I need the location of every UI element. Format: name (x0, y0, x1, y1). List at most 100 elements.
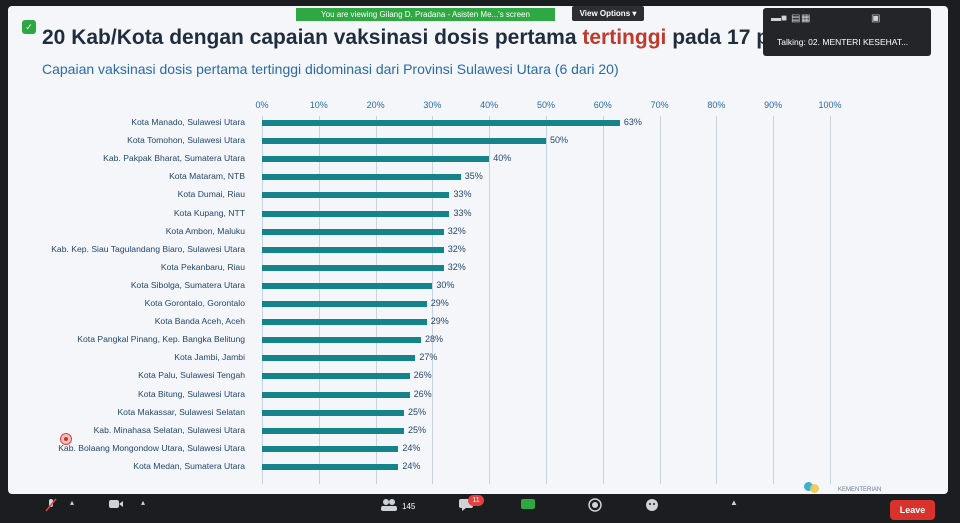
minimize-icon[interactable]: ▬ (771, 13, 789, 24)
exit-fullscreen-icon[interactable]: ▣ (871, 13, 889, 24)
category-label: Kab. Pakpak Bharat, Sumatera Utara (103, 153, 245, 164)
title-highlight: tertinggi (582, 26, 667, 49)
bar (262, 192, 450, 199)
view-options-button[interactable]: View Options ▾ (572, 6, 644, 21)
data-label: 35% (464, 171, 483, 182)
slide-subtitle: Capaian vaksinasi dosis pertama tertingg… (42, 61, 619, 77)
category-label: Kota Palu, Sulawesi Tengah (138, 370, 245, 381)
category-label: Kab. Minahasa Selatan, Sulawesi Utara (93, 424, 245, 435)
recording-indicator-icon (60, 433, 72, 445)
data-label: 32% (447, 261, 466, 272)
x-tick-label: 60% (593, 100, 612, 110)
apps-icon[interactable]: ▲ (730, 498, 738, 507)
gridline (602, 116, 604, 484)
gridline (432, 116, 434, 484)
data-label: 29% (430, 298, 449, 308)
share-screen-icon[interactable] (520, 498, 536, 514)
bar (262, 337, 422, 344)
talking-panel[interactable]: ▬■▤▦ ▣ Talking: 02. MENTERI KESEHAT... (763, 8, 931, 56)
bar (262, 246, 444, 253)
bar (262, 409, 404, 416)
bar (262, 264, 444, 271)
bar (262, 445, 399, 452)
bar (262, 228, 444, 235)
x-tick-label: 80% (707, 100, 726, 110)
category-label: Kota Banda Aceh, Aceh (154, 316, 245, 327)
gridline (716, 116, 718, 484)
data-label: 27% (419, 352, 438, 363)
bar (262, 156, 490, 163)
category-label: Kab. Bolaang Mongondow Utara, Sulawesi U… (58, 442, 245, 453)
data-label: 32% (447, 243, 466, 254)
leave-button[interactable]: Leave (890, 500, 935, 520)
gallery-view-icon[interactable]: ▦ (801, 13, 819, 24)
data-label: 24% (402, 442, 421, 453)
gridline (262, 116, 263, 484)
reactions-icon[interactable] (645, 498, 659, 514)
gridline (773, 116, 775, 484)
ministry-logo-icon (804, 482, 819, 493)
x-tick-label: 50% (536, 100, 555, 110)
category-label: Kota Pekanbaru, Riau (160, 261, 245, 272)
strip-view-icon[interactable]: ▤ (791, 13, 809, 24)
data-label: 25% (408, 406, 427, 417)
category-label: Kota Makassar, Sulawesi Selatan (117, 406, 245, 417)
category-label: Kab. Kep. Siau Tagulandang Biaro, Sulawe… (51, 243, 245, 254)
bar (262, 373, 410, 380)
gridline (318, 116, 320, 484)
bar (262, 319, 427, 326)
x-tick-label: 0% (255, 100, 269, 110)
bar (262, 355, 416, 362)
data-label: 50% (550, 135, 569, 146)
viewing-banner: You are viewing Gilang D. Pradana - Asis… (296, 8, 555, 21)
x-tick-label: 40% (480, 100, 499, 110)
record-icon[interactable] (588, 498, 602, 514)
audio-options-chevron-icon[interactable]: ▴ (70, 498, 75, 507)
video-options-chevron-icon[interactable]: ▴ (141, 498, 146, 507)
category-label: Kota Dumai, Riau (177, 189, 245, 200)
x-tick-label: 20% (366, 100, 385, 110)
video-camera-icon[interactable] (108, 498, 124, 512)
view-layout-icons[interactable]: ▬■▤▦ ▣ (771, 13, 881, 24)
category-label: Kota Tomohon, Sulawesi Utara (127, 135, 245, 146)
x-tick-label: 90% (764, 100, 783, 110)
data-label: 29% (430, 316, 449, 327)
category-label: Kota Sibolga, Sumatera Utara (130, 279, 245, 290)
category-label: Kota Ambon, Maluku (165, 225, 245, 236)
category-label: Kota Gorontalo, Gorontalo (144, 298, 245, 308)
speaker-view-icon[interactable]: ■ (781, 13, 796, 24)
ministry-logo-text: KEMENTERIAN (838, 487, 882, 493)
bar (262, 463, 399, 470)
participants-count: 145 (402, 502, 416, 511)
data-label: 63% (623, 117, 642, 127)
gridline (546, 116, 547, 484)
data-label: 25% (408, 424, 427, 435)
data-label: 30% (436, 279, 455, 290)
x-tick-label: 30% (423, 100, 442, 110)
bar (262, 282, 433, 289)
category-label: Kota Mataram, NTB (169, 171, 245, 182)
slide-title: 20 Kab/Kota dengan capaian vaksinasi dos… (42, 26, 770, 49)
x-tick-label: 70% (650, 100, 669, 110)
bar (262, 174, 461, 181)
category-label: Kota Bitung, Sulawesi Utara (137, 388, 245, 399)
bar (262, 391, 410, 398)
bar (262, 120, 620, 126)
talking-label: Talking: 02. MENTERI KESEHAT... (777, 37, 909, 47)
security-shield-icon[interactable]: ✓ (22, 20, 36, 34)
gridline (830, 116, 831, 484)
data-label: 26% (413, 370, 432, 381)
category-label: Kota Manado, Sulawesi Utara (131, 117, 245, 127)
category-label: Kota Jambi, Jambi (174, 352, 245, 363)
shared-screen: ✓ 20 Kab/Kota dengan capaian vaksinasi d… (8, 6, 948, 494)
mute-mic-icon[interactable] (44, 498, 58, 514)
gridline (375, 116, 377, 484)
data-label: 28% (425, 334, 444, 345)
data-label: 26% (413, 388, 432, 399)
category-label: Kota Kupang, NTT (173, 207, 245, 218)
participants-icon[interactable] (380, 498, 398, 514)
x-tick-label: 100% (818, 100, 842, 110)
category-label: Kota Pangkal Pinang, Kep. Bangka Belitun… (77, 334, 245, 345)
bar (262, 138, 546, 145)
bar (262, 210, 450, 217)
